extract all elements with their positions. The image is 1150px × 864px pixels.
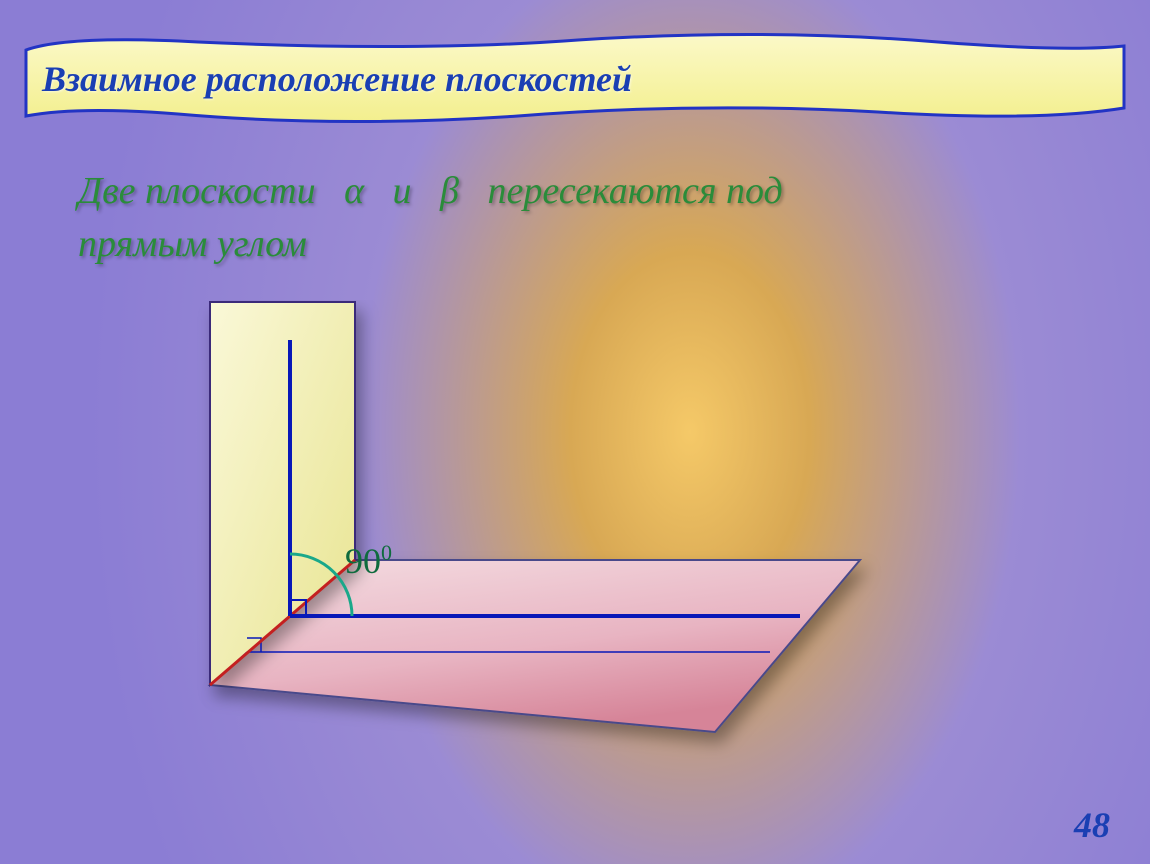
- body-text: Две плоскости α и β пересекаются под пря…: [78, 165, 1078, 271]
- page-title: Взаимное расположение плоскостей: [42, 58, 632, 100]
- body-and: и: [393, 170, 412, 212]
- body-part-1: Две плоскости: [78, 170, 316, 212]
- beta-symbol: β: [440, 170, 459, 212]
- angle-sup: 0: [381, 540, 392, 565]
- angle-value: 90: [345, 541, 381, 581]
- planes-svg: [140, 300, 940, 780]
- diagram: 900: [140, 300, 940, 780]
- body-part-1-end: пересекаются под: [487, 170, 782, 212]
- alpha-symbol: α: [344, 170, 364, 212]
- body-part-2: прямым углом: [78, 223, 307, 265]
- page-number: 48: [1074, 804, 1110, 846]
- angle-label: 900: [345, 540, 392, 582]
